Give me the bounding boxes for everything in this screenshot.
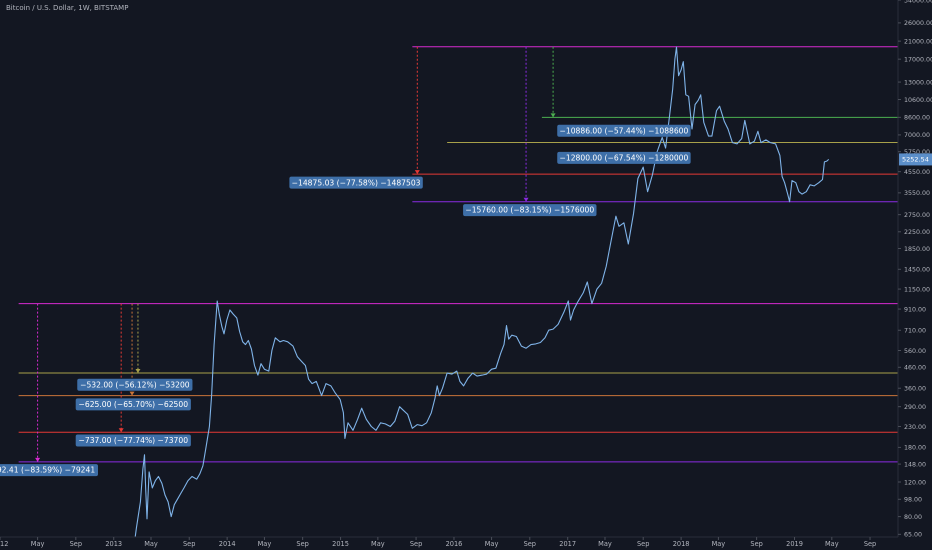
y-tick-label-9: 4550.00: [904, 169, 930, 176]
annotation-label-0: −10886.00 (−57.44%) −1088600: [560, 126, 689, 135]
measure-arrow-6: [135, 369, 141, 374]
annotation-box-6: [75, 434, 191, 447]
annotation-3: −15760.00 (−83.15%) −1576000: [463, 204, 597, 217]
annotation-5: −625.00 (−65.70%) −62500: [75, 398, 191, 411]
y-tick-label-6: 8600.00: [904, 115, 930, 122]
measure-arrow-3: [35, 457, 41, 462]
measure-arrow-1: [523, 197, 529, 202]
annotation-box-2: [289, 176, 423, 189]
annotation-box-3: [463, 204, 597, 217]
y-tick-label-22: 230.00: [904, 424, 926, 431]
x-tick-label-5: Sep: [183, 540, 195, 548]
x-tick-label-15: 2017: [559, 540, 576, 548]
y-tick-label-13: 1850.00: [904, 246, 930, 253]
last-price-label: 5252.54: [902, 156, 929, 164]
x-tick-label-18: 2018: [673, 540, 690, 548]
x-tick-label-8: Sep: [296, 540, 308, 548]
annotation-box-0: [557, 124, 691, 137]
y-tick-label-14: 1450.00: [904, 267, 930, 274]
x-tick-label-9: 2015: [332, 540, 349, 548]
annotation-label-3: −15760.00 (−83.15%) −1576000: [465, 206, 594, 215]
y-tick-label-19: 460.00: [904, 365, 926, 372]
y-tick-label-26: 98.00: [904, 497, 922, 504]
y-tick-label-25: 120.00: [904, 479, 926, 486]
x-tick-label-12: 2016: [446, 540, 463, 548]
x-tick-label-7: May: [258, 540, 272, 548]
annotation-6: −737.00 (−77.74%) −73700: [75, 434, 191, 447]
x-tick-label-2: Sep: [70, 540, 82, 548]
x-tick-label-0: 2012: [0, 540, 8, 548]
chart-title: Bitcoin / U.S. Dollar, 1W, BITSTAMP: [6, 4, 129, 12]
annotation-label-7: −792.41 (−83.59%) −79241: [0, 466, 95, 475]
y-tick-label-0: 34000.00: [904, 0, 932, 4]
x-tick-label-19: May: [712, 540, 726, 548]
measure-arrow-4: [118, 428, 124, 433]
y-tick-label-15: 1150.00: [904, 286, 930, 293]
y-tick-label-23: 180.00: [904, 445, 926, 452]
x-tick-label-23: Sep: [864, 540, 876, 548]
y-tick-label-8: 5750.00: [904, 149, 930, 156]
x-tick-label-17: Sep: [637, 540, 649, 548]
annotation-0: −10886.00 (−57.44%) −1088600: [557, 124, 691, 137]
annotation-label-5: −625.00 (−65.70%) −62500: [79, 400, 189, 409]
annotation-label-4: −532.00 (−56.12%) −53200: [80, 380, 190, 389]
measure-arrow-2: [550, 113, 556, 118]
y-tick-label-2: 21000.00: [904, 38, 932, 45]
price-line: [134, 46, 830, 537]
y-tick-label-4: 13000.00: [904, 79, 932, 86]
y-tick-label-3: 17000.00: [904, 56, 932, 63]
x-tick-label-13: May: [485, 540, 499, 548]
annotation-label-1: −12800.00 (−67.54%) −1280000: [560, 153, 689, 162]
annotation-box-4: [77, 378, 193, 391]
x-tick-label-22: May: [825, 540, 839, 548]
annotation-4: −532.00 (−56.12%) −53200: [77, 378, 193, 391]
y-tick-label-21: 290.00: [904, 404, 926, 411]
y-tick-label-28: 65.00: [904, 532, 922, 539]
annotation-2: −14875.03 (−77.58%) −1487503: [289, 176, 423, 189]
annotation-label-6: −737.00 (−77.74%) −73700: [79, 436, 189, 445]
y-tick-label-12: 2250.00: [904, 229, 930, 236]
measure-arrow-5: [129, 391, 135, 396]
x-tick-label-14: Sep: [524, 540, 536, 548]
x-tick-label-16: May: [598, 540, 612, 548]
x-tick-label-10: May: [371, 540, 385, 548]
annotation-box-5: [75, 398, 191, 411]
x-tick-label-6: 2014: [219, 540, 236, 548]
x-tick-label-20: Sep: [750, 540, 762, 548]
annotation-1: −12800.00 (−67.54%) −1280000: [557, 151, 691, 164]
y-tick-label-17: 710.00: [904, 328, 926, 335]
y-tick-label-18: 560.00: [904, 348, 926, 355]
x-tick-label-3: 2013: [105, 540, 122, 548]
annotation-box-7: [0, 464, 98, 477]
annotation-7: −792.41 (−83.59%) −79241: [0, 464, 98, 477]
y-tick-label-7: 7000.00: [904, 132, 930, 139]
y-tick-label-20: 360.00: [904, 386, 926, 393]
annotation-box-1: [557, 151, 691, 164]
last-price-tag: [899, 153, 932, 166]
y-tick-label-27: 80.00: [904, 514, 922, 521]
y-tick-label-16: 910.00: [904, 306, 926, 313]
x-tick-label-4: May: [144, 540, 158, 548]
y-tick-label-10: 3550.00: [904, 190, 930, 197]
x-tick-label-11: Sep: [410, 540, 422, 548]
measure-arrow-0: [414, 170, 420, 175]
x-tick-label-21: 2019: [786, 540, 803, 548]
y-tick-label-24: 148.00: [904, 461, 926, 468]
plot-area: −10886.00 (−57.44%) −1088600 −12800.00 (−…: [0, 46, 898, 537]
annotation-label-2: −14875.03 (−77.58%) −1487503: [292, 178, 421, 187]
y-tick-label-1: 26000.00: [904, 20, 932, 27]
y-tick-label-5: 10600.00: [904, 97, 932, 104]
y-tick-label-11: 2750.00: [904, 212, 930, 219]
x-tick-label-1: May: [31, 540, 45, 548]
